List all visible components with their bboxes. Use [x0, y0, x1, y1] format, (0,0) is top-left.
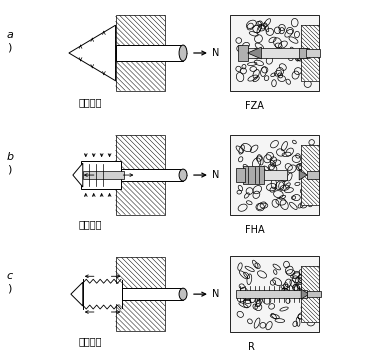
- Text: N: N: [212, 289, 219, 299]
- Bar: [115, 15, 165, 91]
- Text: N: N: [212, 48, 219, 58]
- Text: R: R: [248, 342, 254, 352]
- Bar: [230, 15, 319, 91]
- Text: 材料结合: 材料结合: [79, 336, 102, 346]
- Polygon shape: [248, 47, 262, 59]
- Bar: [301, 25, 319, 81]
- Text: ): ): [7, 164, 12, 174]
- Bar: [83, 284, 123, 304]
- Bar: [307, 291, 321, 297]
- Bar: [115, 45, 183, 61]
- Bar: [230, 135, 319, 215]
- Bar: [236, 290, 307, 298]
- Text: 摩擦结合: 摩擦结合: [79, 219, 102, 230]
- Bar: [238, 170, 287, 180]
- Bar: [306, 49, 320, 57]
- Polygon shape: [299, 170, 307, 180]
- Ellipse shape: [179, 45, 187, 61]
- Bar: [230, 256, 319, 332]
- Text: b: b: [6, 152, 14, 162]
- Bar: [236, 168, 245, 182]
- Bar: [121, 169, 183, 181]
- Ellipse shape: [179, 169, 187, 181]
- Text: c: c: [6, 271, 12, 281]
- Text: a: a: [6, 30, 13, 40]
- Polygon shape: [69, 25, 115, 81]
- Text: ): ): [7, 42, 12, 52]
- Bar: [301, 266, 319, 322]
- Polygon shape: [73, 163, 83, 187]
- Bar: [83, 171, 124, 179]
- Ellipse shape: [179, 288, 187, 300]
- Bar: [307, 171, 319, 179]
- Text: N: N: [212, 170, 219, 180]
- Bar: [115, 135, 165, 215]
- Bar: [123, 288, 183, 300]
- Bar: [240, 48, 309, 58]
- Polygon shape: [71, 282, 83, 306]
- Bar: [301, 145, 319, 205]
- Text: FZA: FZA: [245, 100, 264, 111]
- Text: ): ): [7, 283, 12, 293]
- Bar: [81, 161, 121, 189]
- Text: 凸型结合: 凸型结合: [79, 98, 102, 108]
- Text: FHA: FHA: [245, 225, 264, 235]
- Bar: [115, 257, 165, 331]
- Polygon shape: [301, 289, 309, 299]
- Bar: [238, 45, 248, 61]
- Bar: [242, 166, 264, 184]
- Bar: [299, 48, 307, 58]
